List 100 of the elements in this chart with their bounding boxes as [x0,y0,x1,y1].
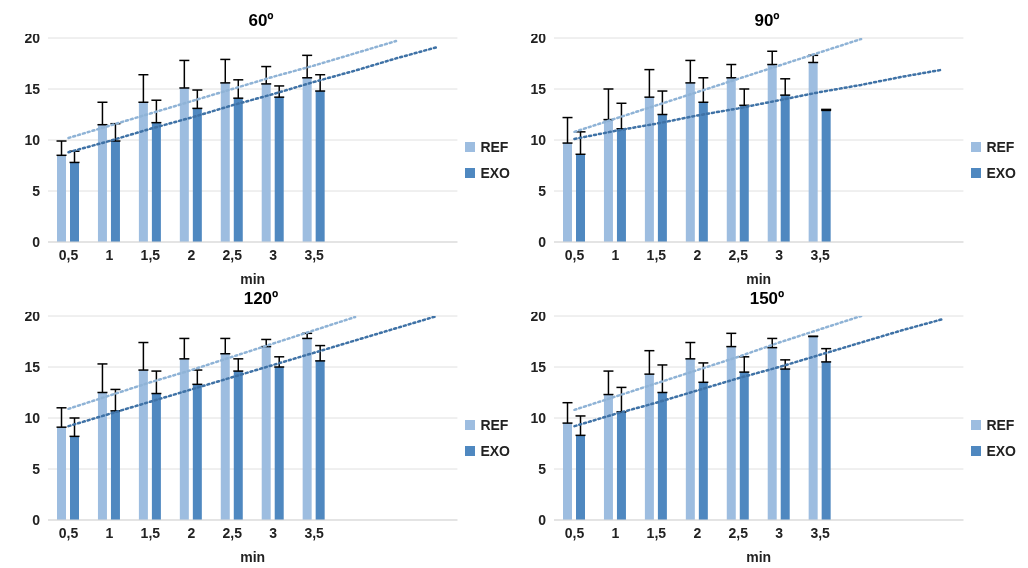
x-tick-label: 3 [775,246,784,263]
bar [233,98,243,242]
line-series [573,316,863,412]
bar [179,358,189,520]
bar [698,382,708,520]
line-series [67,316,357,411]
y-tick-label: 20 [530,29,547,46]
bar [576,435,586,520]
x-tick-label: 3 [269,246,278,263]
x-tick-label: 0,5 [564,246,585,263]
y-tick-label: 5 [538,460,547,477]
line-series [67,316,439,428]
y-tick-label: 5 [32,460,41,477]
x-tick-label: 2 [693,246,702,263]
bar [767,64,777,242]
bar [274,367,284,520]
bar [780,369,790,520]
bar [821,110,831,242]
y-tick-label: 10 [530,131,547,148]
x-tick-label: 2,5 [728,246,749,263]
bar [57,427,67,520]
x-tick-label: 0,5 [58,524,79,541]
y-tick-label: 20 [24,29,41,46]
bar [302,77,312,242]
bar [151,122,161,242]
bar [603,394,613,520]
x-tick-label: 3,5 [810,524,831,541]
bar [138,370,148,520]
legend-label: REF [480,139,509,155]
x-tick-label: 3,5 [304,246,325,263]
line-series [67,45,439,154]
bar [70,436,80,520]
x-tick-label: 0,5 [58,246,79,263]
bar [233,371,243,520]
legend-label: EXO [986,165,1016,181]
bar [220,353,230,520]
bar [138,102,148,242]
legend-label: EXO [986,443,1016,459]
chart-title: 150º [749,289,785,308]
y-tick-label: 5 [32,182,41,199]
bar [261,83,271,242]
bar [739,105,749,242]
legend-label: EXO [480,443,510,459]
bar [57,155,67,242]
x-tick-label: 2 [693,524,702,541]
bar [563,423,573,520]
bar [192,108,202,242]
y-tick-label: 15 [530,358,547,375]
bar [657,392,667,520]
y-tick-label: 10 [24,409,41,426]
x-tick-label: 2 [187,246,196,263]
bar [657,114,667,242]
x-axis-title: min [240,549,266,565]
y-tick-label: 15 [24,80,41,97]
x-axis-title: min [746,271,772,287]
x-tick-label: 1,5 [140,524,161,541]
bar [644,374,654,520]
x-tick-label: 1 [105,524,114,541]
y-tick-label: 20 [24,307,41,324]
y-tick-label: 15 [24,358,41,375]
y-tick-label: 15 [530,80,547,97]
bar [315,360,325,520]
x-axis-title: min [240,271,266,287]
x-tick-label: 1,5 [646,246,667,263]
y-tick-label: 10 [530,409,547,426]
x-tick-label: 3 [269,524,278,541]
bar [808,62,818,242]
bar [616,411,626,520]
y-tick-label: 0 [538,233,547,250]
bar [97,392,107,520]
chart-title: 60º [248,11,274,30]
bar [302,338,312,520]
bar [780,95,790,242]
x-tick-label: 3,5 [810,246,831,263]
bar [192,384,202,520]
bar [726,77,736,242]
y-tick-label: 0 [538,511,547,528]
bar [698,102,708,242]
bar [110,141,120,242]
x-tick-label: 1 [611,524,620,541]
bar [315,91,325,242]
chart-title: 120º [243,289,279,308]
legend-label: REF [986,417,1015,433]
y-tick-label: 20 [530,307,547,324]
bar [563,143,573,242]
bar [274,97,284,242]
x-tick-label: 0,5 [564,524,585,541]
legend-label: EXO [480,165,510,181]
bar [685,358,695,520]
y-tick-label: 5 [538,182,547,199]
bar [616,128,626,242]
bar [97,124,107,242]
y-tick-label: 0 [32,511,41,528]
x-tick-label: 2,5 [728,524,749,541]
bar [726,346,736,520]
bar [603,119,613,242]
x-tick-label: 3 [775,524,784,541]
bar [685,82,695,242]
bar [576,154,586,242]
x-tick-label: 3,5 [304,524,325,541]
